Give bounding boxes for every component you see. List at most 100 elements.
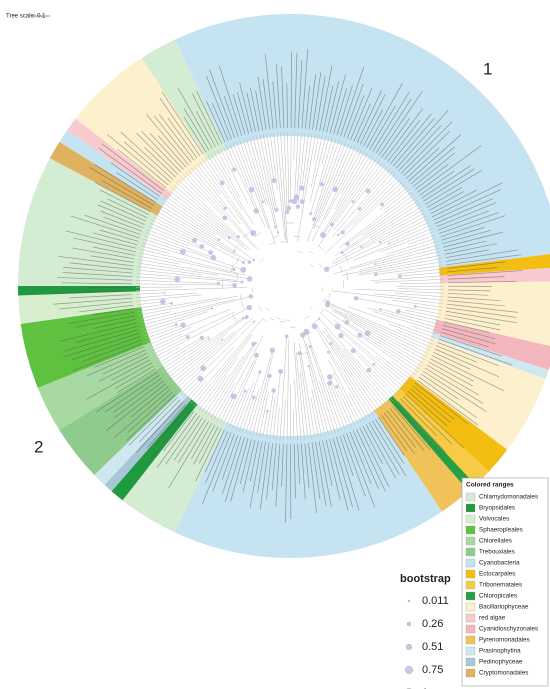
- branch: [305, 342, 333, 435]
- branch: [138, 295, 238, 316]
- leaf-label-trace: [92, 308, 134, 316]
- branch: [310, 263, 315, 268]
- bootstrap-dot: [210, 307, 213, 310]
- branch: [347, 306, 436, 338]
- branch: [299, 353, 312, 439]
- branch: [251, 287, 253, 293]
- branch: [317, 144, 353, 223]
- legend-swatch: [465, 613, 476, 623]
- leaf-label-trace: [336, 436, 360, 511]
- bootstrap-dot: [360, 246, 363, 249]
- leaf-label-trace: [412, 385, 455, 420]
- leaf-label-trace: [395, 403, 444, 458]
- branch: [334, 310, 426, 361]
- branch: [167, 192, 227, 238]
- branch: [232, 388, 250, 429]
- leaf-label-trace: [418, 376, 477, 418]
- branch: [191, 167, 226, 209]
- branch: [155, 346, 181, 362]
- leaf-label-trace: [99, 189, 150, 216]
- bootstrap-dot: [319, 182, 324, 187]
- branch: [313, 143, 350, 229]
- branch: [376, 356, 410, 384]
- leaf-label-trace: [444, 243, 497, 255]
- branch: [162, 198, 216, 235]
- leaf-label-trace: [312, 72, 322, 130]
- branch: [380, 218, 429, 243]
- leaf-label-trace: [372, 420, 407, 476]
- bootstrap-dot: [294, 194, 300, 200]
- bootstrap-dot: [380, 202, 385, 207]
- bootstrap-dot: [236, 235, 240, 239]
- leaf-label-trace: [290, 51, 292, 129]
- bootstrap-dot: [396, 309, 401, 314]
- branch: [308, 366, 326, 436]
- range-sector: [104, 395, 192, 492]
- leaf-label-trace: [198, 426, 219, 464]
- bootstrap-dot: [300, 332, 306, 338]
- branch: [303, 332, 311, 336]
- branch: [332, 169, 391, 237]
- bootstrap-dot: [340, 251, 344, 255]
- leaf-label-trace: [346, 95, 365, 139]
- leaf-label-trace: [266, 443, 274, 500]
- bootstrap-dot: [323, 266, 330, 272]
- branch: [225, 358, 258, 427]
- leaf-label-trace: [69, 262, 133, 270]
- branch: [352, 162, 383, 202]
- branch: [139, 311, 172, 319]
- leaf-label-trace: [446, 307, 517, 318]
- leaf-label-trace: [381, 414, 408, 452]
- leaf-label-trace: [322, 440, 333, 487]
- leaf-label-trace: [447, 276, 505, 280]
- range-sector: [49, 141, 163, 216]
- leaf-label-trace: [365, 424, 396, 479]
- bootstrap-dot: [250, 230, 257, 237]
- leaf-label-trace: [414, 382, 468, 425]
- branch: [311, 389, 323, 437]
- branch: [164, 316, 247, 376]
- branch: [196, 163, 221, 195]
- branch: [269, 396, 276, 439]
- branch: [138, 255, 181, 265]
- branch: [329, 376, 352, 428]
- leaf-label-trace: [447, 270, 523, 276]
- leaf-label-trace: [56, 277, 133, 281]
- bootstrap-dot: [329, 222, 334, 227]
- branch: [342, 203, 421, 254]
- branch: [252, 350, 275, 436]
- bootstrap-dot: [232, 167, 237, 172]
- bootstrap-dot: [223, 206, 227, 210]
- branch: [355, 288, 444, 294]
- branch: [142, 242, 234, 270]
- branch: [280, 132, 288, 244]
- branch: [342, 254, 441, 276]
- leaf-label-trace: [372, 92, 410, 152]
- branch: [276, 132, 287, 241]
- branch: [171, 331, 235, 385]
- leaf-label-trace: [232, 94, 246, 135]
- leaf-label-trace: [158, 135, 187, 168]
- branch: [272, 371, 281, 440]
- legend-swatch: [465, 657, 476, 667]
- branch: [337, 173, 396, 236]
- bootstrap-dot: [326, 374, 333, 380]
- branch: [175, 182, 251, 250]
- branch: [362, 197, 417, 236]
- branch: [375, 265, 443, 275]
- branch: [283, 132, 288, 213]
- leaf-label-trace: [195, 428, 222, 482]
- bootstrap-dot: [271, 178, 277, 184]
- branch: [193, 335, 251, 407]
- leaf-label-trace: [438, 211, 500, 234]
- range-sector: [430, 332, 549, 380]
- range-sector: [436, 281, 550, 347]
- branch: [232, 245, 238, 253]
- branch: [313, 141, 343, 220]
- branch: [299, 343, 316, 439]
- branch: [287, 132, 290, 209]
- branch: [150, 311, 236, 352]
- bootstrap-dot: [227, 236, 231, 240]
- branch: [168, 339, 223, 382]
- leaf-label-trace: [196, 90, 223, 144]
